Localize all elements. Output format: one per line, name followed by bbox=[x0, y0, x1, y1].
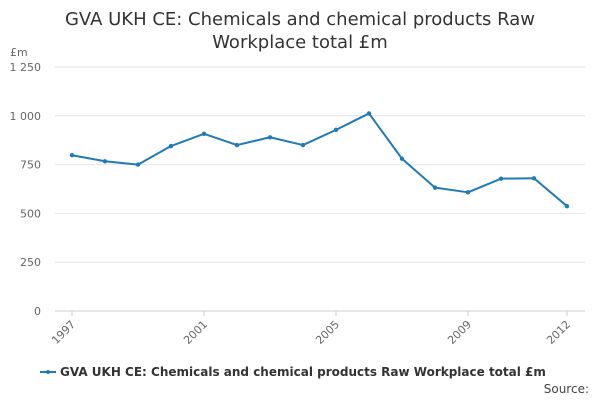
y-axis-unit-label: £m bbox=[10, 46, 28, 59]
x-tick-label: 2009 bbox=[445, 318, 474, 347]
data-point bbox=[135, 162, 141, 167]
legend-series-symbol bbox=[40, 366, 56, 378]
y-tick-label: 1 000 bbox=[10, 110, 42, 123]
y-tick-label: 0 bbox=[34, 305, 41, 318]
data-point bbox=[498, 176, 504, 181]
y-tick-label: 750 bbox=[20, 159, 41, 172]
line-chart: £m 0 250 500 750 1 000 1 250 1997 2001 2005 2009 20… bbox=[10, 46, 585, 347]
data-point bbox=[399, 156, 405, 161]
y-tick-label: 250 bbox=[20, 256, 41, 269]
y-tick-label: 500 bbox=[20, 207, 41, 220]
series-line bbox=[71, 112, 568, 208]
legend-series-label: GVA UKH CE: Chemicals and chemical produ… bbox=[60, 365, 546, 379]
data-point bbox=[531, 176, 537, 181]
data-point bbox=[300, 142, 306, 148]
legend[interactable]: GVA UKH CE: Chemicals and chemical produ… bbox=[40, 365, 546, 379]
x-tick-label: 1997 bbox=[49, 318, 78, 347]
x-tick-label: 2005 bbox=[313, 318, 342, 347]
x-tick-label: 2001 bbox=[181, 318, 210, 347]
data-point bbox=[201, 131, 207, 136]
data-point bbox=[234, 142, 240, 148]
x-tick-label: 2012 bbox=[544, 318, 573, 347]
data-point bbox=[465, 190, 471, 195]
data-point bbox=[168, 143, 174, 149]
data-point bbox=[432, 185, 438, 190]
data-point bbox=[69, 153, 75, 158]
source-credit: Source: bbox=[543, 382, 589, 396]
data-point bbox=[333, 127, 339, 133]
data-point bbox=[564, 203, 570, 209]
data-point bbox=[267, 135, 273, 140]
data-point bbox=[102, 159, 108, 164]
y-tick-label: 1 250 bbox=[10, 61, 42, 74]
chart-title: GVA UKH CE: Chemicals and chemical produ… bbox=[64, 9, 536, 53]
data-point bbox=[366, 111, 372, 116]
